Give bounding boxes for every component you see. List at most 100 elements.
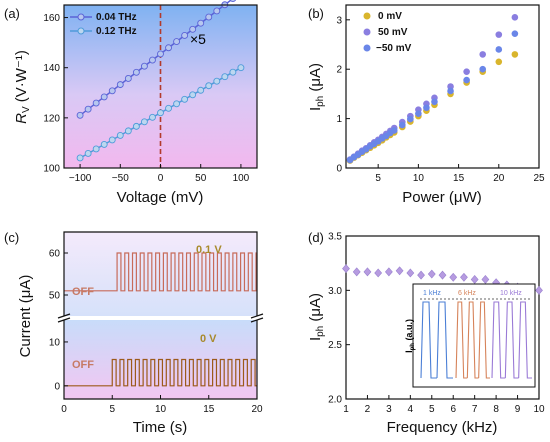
- d-x-tick-label: 5: [429, 404, 435, 415]
- data-point: [124, 75, 132, 82]
- b-y-tick-label: 0: [336, 164, 342, 175]
- data-point: [463, 76, 470, 84]
- legend-50mv: 50 mV: [378, 27, 408, 38]
- data-point: [165, 104, 172, 112]
- panel-c-lower-trace: [64, 358, 257, 387]
- c-x-tick-label: 5: [109, 404, 115, 415]
- data-point: [438, 270, 447, 280]
- data-point: [173, 100, 181, 108]
- d-x-tick-label: 9: [515, 404, 521, 415]
- b-y-tick-label: 2: [336, 65, 342, 76]
- a-x-tick-label: 0: [158, 173, 164, 184]
- panel-c-axis-break: [57, 313, 264, 323]
- panel-d-tag: (d): [308, 230, 324, 245]
- data-point: [470, 275, 479, 284]
- legend-0p04: 0.04 THz: [96, 12, 137, 23]
- data-point: [189, 25, 197, 33]
- data-point: [417, 270, 425, 280]
- data-point: [197, 86, 205, 94]
- d-x-tick-label: 1: [343, 404, 349, 415]
- legend-neg50mv: −50 mV: [376, 43, 412, 54]
- b-x-tick-label: 20: [493, 173, 505, 184]
- inset-label-1khz: 1 kHz: [423, 290, 441, 297]
- c-x-tick-label: 20: [251, 404, 263, 415]
- panel-c-xlabel: Time (s): [133, 419, 187, 436]
- data-point: [132, 68, 140, 76]
- a-x-tick-label: 50: [195, 173, 207, 184]
- data-point: [116, 131, 124, 139]
- panel-c-ylabel: Current (μA): [17, 275, 34, 358]
- d-x-tick-label: 4: [408, 404, 414, 415]
- a-y-tick-label: 160: [43, 13, 60, 24]
- panel-c-lower-label: 0 V: [200, 333, 217, 345]
- panel-b-frame: [345, 4, 540, 169]
- panel-b-ylabel: Iph (μA): [307, 63, 326, 111]
- a-x-tick-label: 100: [233, 173, 250, 184]
- b-x-tick-label: 5: [375, 173, 381, 184]
- data-point: [535, 285, 543, 295]
- panel-a-annotation: ×5: [190, 31, 206, 47]
- b-x-tick-label: 25: [533, 173, 545, 184]
- data-point: [108, 136, 116, 144]
- panel-c-upper-off: OFF: [72, 286, 94, 298]
- data-point: [363, 267, 372, 277]
- data-point: [374, 268, 383, 278]
- inset-ylabel: Iph (a.u.): [404, 319, 416, 353]
- c-x-tick-label: 10: [155, 404, 167, 415]
- data-point: [449, 272, 458, 282]
- data-point: [157, 50, 164, 58]
- data-point: [495, 58, 503, 66]
- data-point: [479, 65, 487, 73]
- a-y-tick-label: 140: [43, 63, 60, 74]
- data-point: [92, 145, 100, 153]
- a-y-tick-label: 100: [43, 164, 60, 175]
- data-point: [395, 266, 404, 276]
- d-x-tick-label: 6: [450, 404, 456, 415]
- panel-a-ticks: −100 −50 0 50 100 100 120 140 160: [43, 13, 249, 184]
- d-x-tick-label: 7: [472, 404, 478, 415]
- data-point: [140, 118, 148, 126]
- current-trace: [64, 252, 257, 292]
- data-point: [84, 105, 92, 113]
- panel-d-ticks: 1 2 3 4 5 6 7 8 9 10 2.0 2.5 3.0 3.5: [328, 232, 545, 416]
- data-point: [116, 81, 124, 89]
- data-point: [407, 115, 414, 123]
- d-x-tick-label: 10: [533, 404, 545, 415]
- panel-a-ylabel: RV (V·W⁻¹): [13, 50, 32, 124]
- legend-0mv: 0 mV: [378, 11, 402, 22]
- data-point: [205, 13, 213, 21]
- panel-a-xlabel: Voltage (mV): [117, 189, 204, 206]
- inset-trace-2: [491, 301, 532, 379]
- data-point: [149, 56, 156, 64]
- panel-d: (d) 1 2 3 4 5 6 7 8 9 10 2.0 2.5 3.0 3.5 1 kHz 6 kHz …: [307, 230, 545, 436]
- data-point: [76, 111, 84, 119]
- panel-d-xlabel: Frequency (kHz): [387, 419, 498, 436]
- data-point: [342, 264, 350, 274]
- data-point: [511, 51, 519, 58]
- inset-trace-1: [455, 301, 490, 379]
- panel-a: (a) −100 −50 0 50 100 100 120 140 160 ×5 0.04 TH…: [4, 0, 258, 206]
- data-point: [76, 154, 84, 162]
- c-y-upper-tick-label: 60: [49, 249, 61, 260]
- data-point: [229, 68, 237, 76]
- data-point: [431, 98, 438, 106]
- data-point: [140, 62, 148, 70]
- data-point: [124, 127, 132, 135]
- data-point: [481, 275, 490, 284]
- data-point: [511, 14, 519, 21]
- data-point: [100, 93, 108, 101]
- b-y-tick-label: 3: [336, 15, 342, 26]
- data-point: [100, 140, 108, 148]
- inset-traces: [420, 301, 532, 379]
- data-point: [495, 31, 503, 38]
- data-point: [165, 44, 172, 52]
- data-point: [384, 267, 393, 277]
- data-point: [181, 95, 189, 103]
- data-point: [427, 269, 436, 279]
- panel-a-legend: 0.04 THz 0.12 THz: [70, 12, 137, 37]
- data-point: [92, 99, 100, 107]
- data-point: [237, 64, 245, 72]
- b-y-tick-label: 1: [336, 114, 342, 125]
- data-point: [205, 82, 213, 90]
